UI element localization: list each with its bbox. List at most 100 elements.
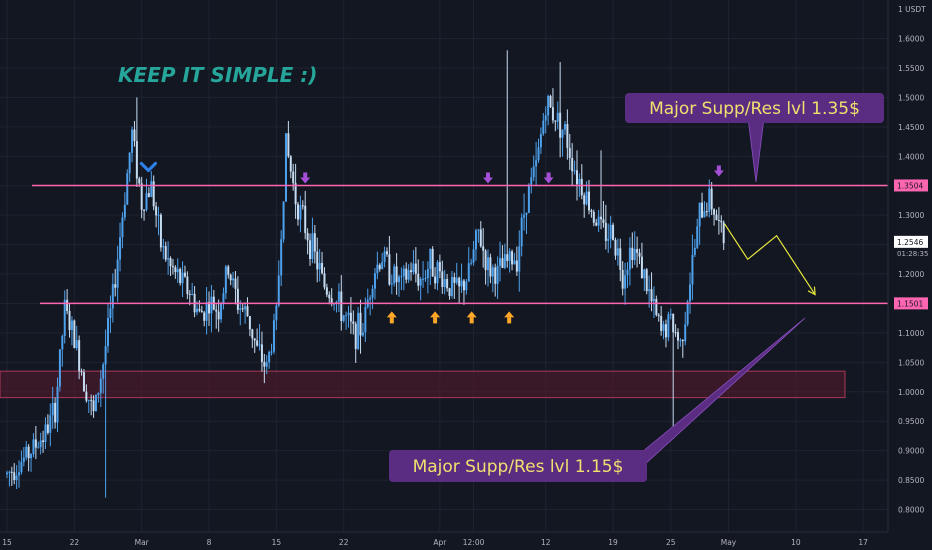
support-tag: 1.1501 [894,297,928,310]
candle-body-272 [660,315,663,331]
candle-body-252 [612,224,615,240]
time-tick-2: Mar [135,538,150,547]
candle-23 [61,334,64,367]
candle-156 [381,252,384,270]
candle-94 [232,271,235,288]
candle-body-294 [713,209,716,215]
candle-body-288 [698,202,701,227]
candle-body-243 [590,210,593,213]
candle-277 [672,313,675,439]
candle-279 [676,328,679,350]
candle-body-38 [97,392,100,396]
candle-70 [174,265,177,279]
candle-186 [453,272,456,299]
candle-body-246 [597,216,600,226]
candle-31 [80,368,83,376]
candle-28 [73,319,76,349]
candle-body-104 [256,340,259,346]
candle-body-73 [181,272,184,284]
candle-296 [717,207,720,235]
candle-160 [390,274,393,295]
candle-178 [434,267,437,290]
candle-188 [458,276,461,304]
candle-body-37 [94,395,97,412]
candle-body-66 [164,246,167,260]
candle-body-170 [414,263,417,274]
time-tick-8: 12 [541,538,551,547]
time-axis-panel[interactable] [0,532,888,550]
candle-body-165 [402,268,405,277]
candle-body-296 [717,219,720,221]
candle-223 [542,112,545,136]
candle-body-116 [284,133,287,202]
candle-197 [479,221,482,248]
time-tick-10: 25 [666,538,676,547]
candle-15 [42,430,45,453]
candle-body-289 [701,202,704,218]
candle-107 [263,353,266,384]
candle-body-96 [236,288,239,310]
price-axis-panel[interactable] [888,0,932,532]
candle-41 [104,329,107,498]
candle-body-164 [400,276,403,278]
candle-body-140 [342,315,345,322]
candle-body-146 [357,312,360,349]
candle-body-180 [438,262,441,272]
candle-body-192 [467,263,470,282]
candle-218 [530,167,533,194]
candle-185 [450,270,453,299]
candle-110 [270,343,273,356]
candle-206 [501,245,504,269]
candle-194 [472,240,475,266]
candle-297 [720,215,723,233]
candle-body-284 [689,284,692,302]
candle-44 [111,273,114,323]
candle-289 [701,192,704,219]
candle-4 [15,465,18,489]
candle-231 [561,129,564,157]
candle-body-258 [626,269,629,276]
candle-body-244 [592,212,595,223]
candle-33 [85,384,88,403]
candle-body-292 [708,188,711,212]
candle-85 [210,284,213,333]
candle-61 [152,175,155,211]
candle-body-297 [720,220,723,223]
candle-body-171 [417,273,420,286]
candle-157 [383,246,386,268]
candle-233 [566,109,569,160]
candle-body-40 [102,364,105,379]
candle-body-245 [595,222,598,226]
candle-200 [487,249,489,287]
candle-69 [171,258,174,275]
candle-body-276 [669,313,672,315]
candle-body-58 [145,193,148,210]
candle-34 [87,399,90,413]
candle-body-203 [494,267,497,284]
arrow-down-icon-1-head [300,177,311,184]
candle-97 [239,300,242,326]
candle-body-158 [385,251,388,255]
candle-body-90 [222,293,225,304]
candle-body-49 [123,204,126,218]
candle-102 [251,328,254,348]
candle-239 [580,164,583,200]
candle-172 [419,276,422,301]
candle-body-101 [248,316,251,330]
candle-11 [32,433,35,458]
candle-body-6 [20,462,23,473]
arrow-down-icon-4-shaft [716,165,721,172]
candle-body-278 [674,332,677,334]
candle-42 [107,303,110,353]
candle-body-46 [116,259,119,288]
arrow-down-icon-3-head [543,177,554,184]
candle-273 [662,320,665,340]
candle-body-65 [162,246,165,248]
candle-144 [352,310,355,335]
candle-263 [638,248,641,264]
candle-187 [455,262,458,285]
candle-series [6,50,725,498]
candle-body-182 [443,278,446,288]
candle-88 [217,299,220,332]
